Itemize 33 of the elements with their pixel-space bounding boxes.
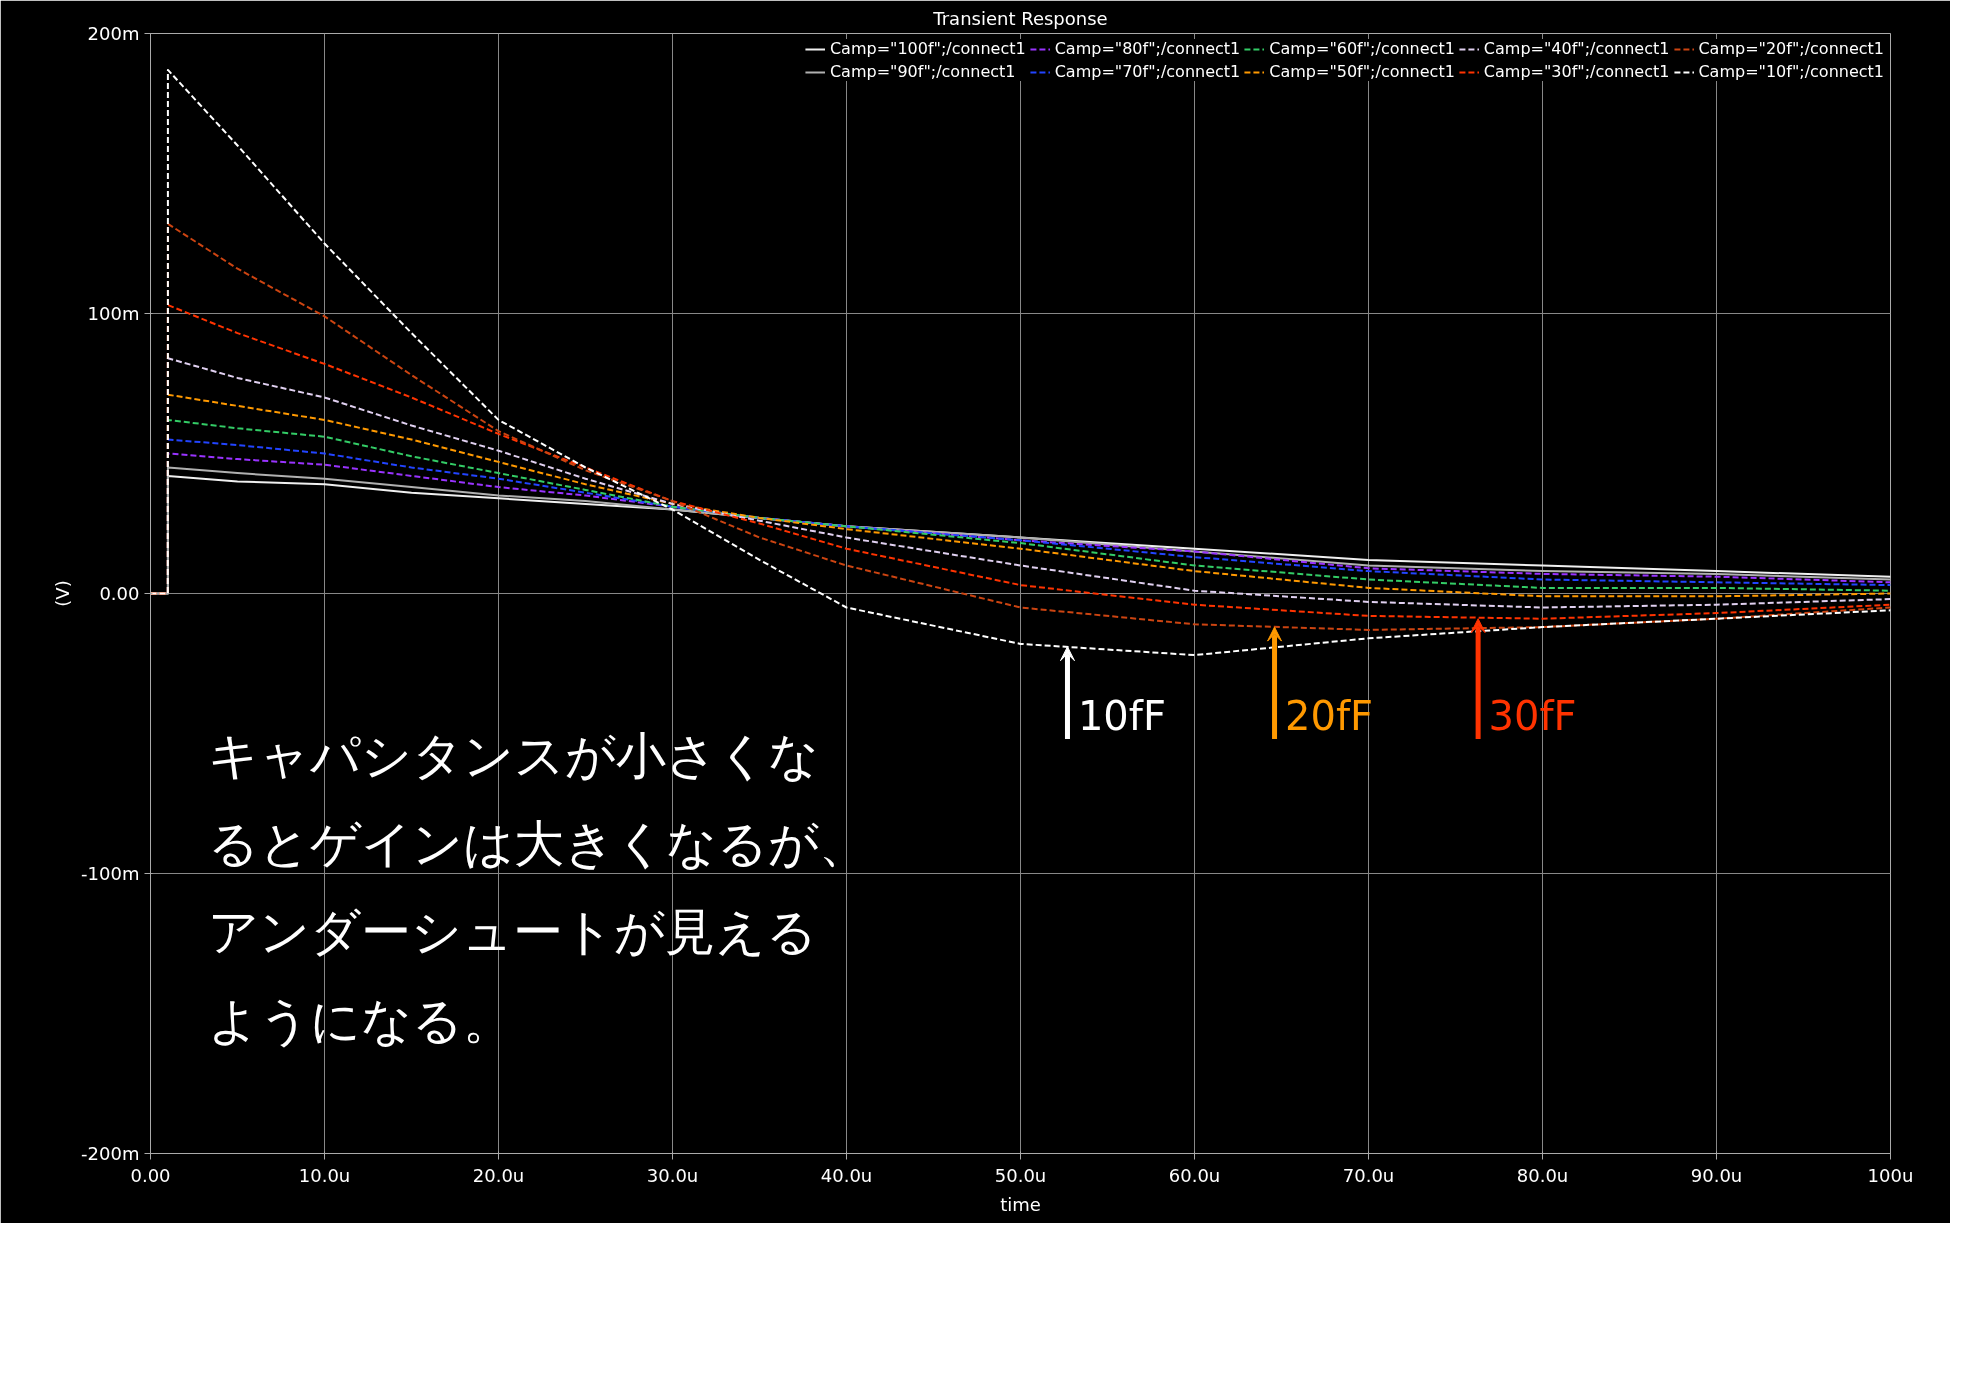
- legend-label: Camp="100f";/connect1: [829, 39, 1026, 58]
- annotation: 10fF: [1077, 693, 1166, 740]
- y-tick-label: 100m: [87, 303, 140, 324]
- x-tick-label: 50.0u: [994, 1164, 1047, 1186]
- legend-label: Camp="90f";/connect1: [829, 62, 1016, 81]
- legend-label: Camp="40f";/connect1: [1483, 39, 1670, 58]
- x-axis-title: time: [1000, 1193, 1041, 1215]
- y-tick-label: 200m: [87, 23, 140, 44]
- x-tick-label: 0.00: [130, 1164, 171, 1186]
- legend-label: Camp="70f";/connect1: [1054, 62, 1241, 81]
- y-axis-title: (V): [52, 580, 74, 607]
- annotation: 30fF: [1488, 693, 1577, 740]
- legend-label: Camp="60f";/connect1: [1269, 39, 1455, 58]
- x-tick-label: 10.0u: [298, 1164, 351, 1186]
- legend-label: Camp="50f";/connect1: [1269, 62, 1455, 81]
- chart-title: Transient Response: [932, 7, 1108, 29]
- y-tick-label: 0.00: [99, 583, 140, 604]
- x-tick-label: 100u: [1867, 1164, 1914, 1186]
- legend-label: Camp="30f";/connect1: [1483, 62, 1670, 81]
- y-tick-label: -100m: [81, 863, 140, 884]
- x-tick-label: 30.0u: [646, 1164, 699, 1186]
- annotation: 20fF: [1284, 693, 1373, 740]
- x-tick-label: 20.0u: [472, 1164, 525, 1186]
- x-tick-label: 80.0u: [1516, 1164, 1569, 1186]
- y-tick-label: -200m: [81, 1143, 140, 1164]
- annotation: キャパシタンスが小さくなるとゲインは大きくなるが、アンダーシュートが見えるようになる。: [207, 726, 869, 1050]
- legend-label: Camp="80f";/connect1: [1054, 39, 1241, 58]
- legend-label: Camp="20f";/connect1: [1698, 39, 1884, 58]
- x-tick-label: 90.0u: [1690, 1164, 1743, 1186]
- x-tick-label: 70.0u: [1342, 1164, 1395, 1186]
- legend-label: Camp="10f";/connect1: [1698, 62, 1884, 81]
- x-tick-label: 60.0u: [1168, 1164, 1221, 1186]
- x-tick-label: 40.0u: [820, 1164, 873, 1186]
